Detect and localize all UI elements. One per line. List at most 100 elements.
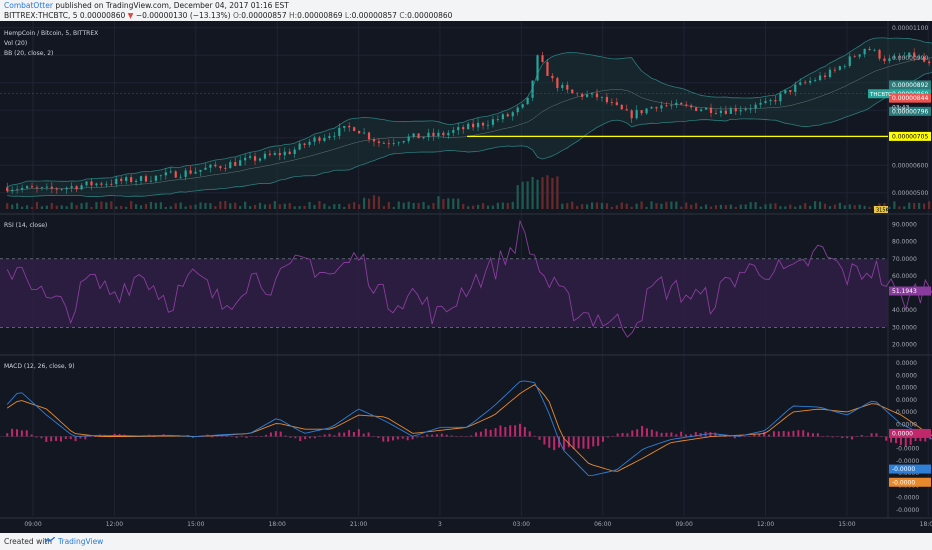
volume-bar xyxy=(224,201,227,209)
candle-body xyxy=(719,110,723,114)
macd-value-badge xyxy=(889,428,931,438)
candle-body xyxy=(253,156,257,161)
volume-bar xyxy=(95,202,98,209)
tradingview-brand-link[interactable]: TradingView xyxy=(58,537,104,546)
candle-body xyxy=(11,189,14,192)
macd-histogram-bar xyxy=(528,431,531,437)
volume-bar xyxy=(268,204,272,209)
volume-bar xyxy=(918,202,921,209)
volume-bar xyxy=(442,198,445,209)
candle-body xyxy=(204,167,207,170)
candle-body xyxy=(561,84,564,88)
volume-bar xyxy=(80,203,83,209)
candle-body xyxy=(6,187,9,192)
macd-axis-label: -0.0000 xyxy=(896,470,919,477)
candle-body xyxy=(754,104,757,109)
volume-bar xyxy=(90,206,93,209)
candle-body xyxy=(660,105,663,109)
macd-histogram-bar xyxy=(587,436,590,449)
volume-bar xyxy=(6,203,9,209)
macd-histogram-bar xyxy=(728,436,731,437)
volume-bar xyxy=(541,177,544,209)
volume-bar xyxy=(729,204,732,209)
candle-body xyxy=(764,101,767,103)
macd-histogram-bar xyxy=(660,432,663,437)
price-axis-badge xyxy=(889,131,931,141)
candle-body xyxy=(704,107,708,110)
macd-value-label: -0.0000 xyxy=(892,479,915,486)
candle-body xyxy=(328,136,331,138)
chart-canvas[interactable]: 09:00 12:00 15:00 18:00 21:00 3 03:00 06:00 09:0… xyxy=(0,21,932,533)
rsi-value-badge xyxy=(889,286,931,296)
volume-bar xyxy=(397,201,400,209)
rsi-band-fill xyxy=(0,258,888,328)
volume-bar xyxy=(382,206,385,209)
volume-bar xyxy=(452,198,455,209)
volume-bar xyxy=(714,205,718,209)
macd-histogram-bar xyxy=(611,436,614,437)
candle-body xyxy=(283,151,286,156)
candle-body xyxy=(392,143,395,144)
volume-bar xyxy=(437,196,440,209)
macd-histogram-bar xyxy=(514,425,517,437)
macd-histogram-bar xyxy=(470,435,473,437)
volume-bar xyxy=(804,203,807,209)
candle-body xyxy=(462,127,465,130)
rsi-axis-label: 90.0000 xyxy=(892,222,917,229)
price-axis-label: 0.00000796 xyxy=(892,108,928,115)
macd-histogram-bar xyxy=(836,436,839,437)
macd-histogram-bar xyxy=(494,428,497,437)
candle-body xyxy=(595,92,599,98)
macd-histogram-bar xyxy=(30,434,33,437)
price-pane-title: HempCoin / Bitcoin, 5, BITTREX xyxy=(4,30,98,37)
volume-bar xyxy=(377,196,381,209)
macd-histogram-bar xyxy=(240,435,243,437)
macd-histogram-bar xyxy=(103,435,106,437)
volume-bar xyxy=(551,177,554,209)
candle-body xyxy=(293,149,296,155)
last-price: 0.00000860 xyxy=(79,11,126,20)
candle-body xyxy=(779,93,782,102)
volume-bar xyxy=(244,201,247,209)
candle-body xyxy=(45,186,48,188)
macd-histogram-bar xyxy=(377,436,380,438)
candle-body xyxy=(526,97,529,105)
rsi-pane-title: RSI (14, close) xyxy=(4,222,47,229)
candle-body xyxy=(838,66,841,70)
candle-body xyxy=(427,132,430,138)
candle-body xyxy=(432,132,435,137)
volume-bar xyxy=(531,176,534,209)
open-value: 0.00000857 xyxy=(241,11,287,20)
candle-body xyxy=(531,80,534,98)
candle-body xyxy=(263,153,267,159)
candle-body xyxy=(219,166,222,168)
macd-histogram-bar xyxy=(338,432,341,437)
candle-body xyxy=(80,185,83,190)
volume-bar xyxy=(724,205,727,209)
candle-body xyxy=(333,135,336,137)
candle-body xyxy=(239,160,242,166)
volume-bar xyxy=(30,206,34,209)
candle-body xyxy=(154,175,158,181)
volume-bar xyxy=(234,202,237,209)
macd-histogram-bar xyxy=(548,436,551,448)
candle-body xyxy=(214,164,217,167)
macd-axis-label: -0.0000 xyxy=(896,507,919,514)
volume-bar xyxy=(323,203,326,209)
candle-body xyxy=(556,78,559,88)
volume-bar xyxy=(35,201,39,209)
macd-histogram-bar xyxy=(636,429,639,437)
candle-body xyxy=(323,137,326,141)
candle-body xyxy=(120,178,123,181)
volume-bar xyxy=(526,181,529,209)
macd-histogram-bar xyxy=(826,435,829,437)
volume-bar xyxy=(214,206,217,209)
candle-body xyxy=(179,176,182,178)
macd-histogram-bar xyxy=(865,436,868,437)
candle-body xyxy=(194,171,197,174)
macd-histogram-bar xyxy=(35,436,38,438)
macd-histogram-bar xyxy=(533,435,536,437)
rsi-axis-label: 20.0000 xyxy=(892,341,917,348)
author-link[interactable]: CombatOtter xyxy=(4,1,53,10)
bb-lower-line xyxy=(7,72,932,198)
